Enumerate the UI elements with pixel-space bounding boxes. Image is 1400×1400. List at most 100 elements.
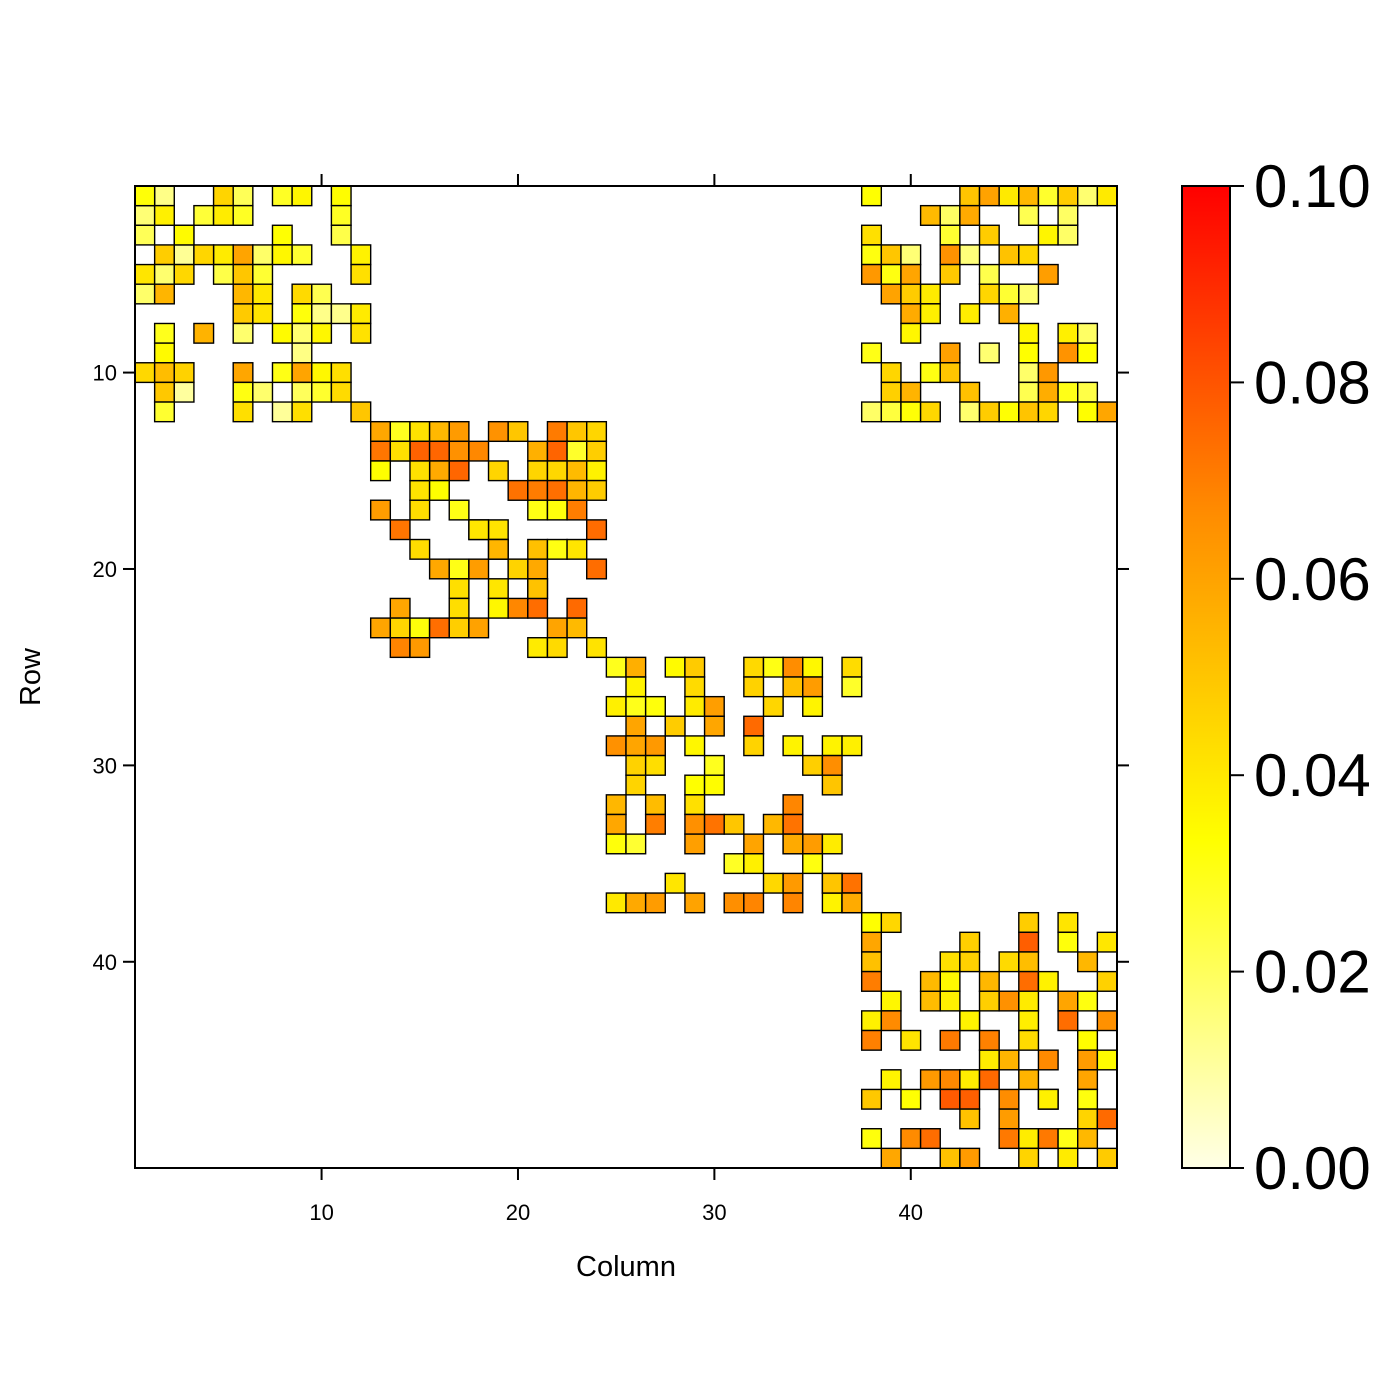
heatmap-cell <box>350 303 372 325</box>
heatmap-cell <box>193 204 215 226</box>
heatmap-cell <box>703 774 725 796</box>
heatmap-cell <box>291 362 313 384</box>
heatmap-cell <box>232 401 254 423</box>
heatmap-cell <box>566 440 588 462</box>
heatmap-cell <box>978 401 1000 423</box>
heatmap-cell <box>507 479 529 501</box>
heatmap-cell <box>1037 263 1059 285</box>
heatmap-cell <box>232 185 254 207</box>
heatmap-cell <box>409 440 431 462</box>
heatmap-cell <box>468 440 490 462</box>
heatmap-cell <box>900 381 922 403</box>
heatmap-cell <box>212 185 234 207</box>
plot-frame <box>134 185 1118 1169</box>
heatmap-cell <box>900 401 922 423</box>
heatmap-cell <box>1018 185 1040 207</box>
colorbar-tick-label: 0.06 <box>1254 546 1371 613</box>
heatmap-cell <box>782 794 804 816</box>
heatmap-cell <box>212 204 234 226</box>
heatmap-cell <box>821 754 843 776</box>
heatmap-cell <box>978 990 1000 1012</box>
heatmap-cell <box>1018 990 1040 1012</box>
heatmap-cell <box>291 381 313 403</box>
heatmap-cell <box>998 283 1020 305</box>
heatmap-cell <box>1077 342 1099 364</box>
heatmap-cell <box>1077 322 1099 344</box>
heatmap-cell <box>860 1088 883 1110</box>
heatmap-cell <box>782 656 804 678</box>
heatmap-cell <box>1077 1029 1099 1051</box>
x-tick-label: 30 <box>702 1200 726 1225</box>
heatmap-cell <box>153 185 175 207</box>
heatmap-cell <box>802 676 824 698</box>
heatmap-cell <box>468 617 490 639</box>
heatmap-cell <box>998 1108 1020 1130</box>
heatmap-cell <box>134 263 156 285</box>
heatmap-cell <box>860 1010 883 1032</box>
heatmap-cell <box>428 420 450 443</box>
heatmap-cell <box>232 283 254 305</box>
heatmap-cell <box>586 637 608 659</box>
heatmap-cell <box>625 833 647 855</box>
heatmap-cell <box>448 617 470 639</box>
heatmap-cell <box>1057 1010 1079 1032</box>
heatmap-cell <box>998 951 1020 973</box>
heatmap-cell <box>527 538 549 560</box>
heatmap-cell <box>507 558 529 580</box>
heatmap-cell <box>841 892 863 914</box>
heatmap-cell <box>409 499 431 521</box>
y-tick-label: 30 <box>93 753 117 778</box>
heatmap-cell <box>271 185 293 207</box>
heatmap-cell <box>409 617 431 639</box>
heatmap-cell <box>1037 1088 1059 1110</box>
heatmap-cell <box>487 519 509 541</box>
heatmap-cell <box>389 597 411 619</box>
heatmap-cell <box>271 224 293 246</box>
heatmap-cell <box>1037 381 1059 403</box>
heatmap-cell <box>919 303 941 325</box>
heatmap-cell <box>193 244 215 266</box>
heatmap-cell <box>232 204 254 226</box>
heatmap-cell <box>173 263 195 285</box>
heatmap-cell <box>802 656 824 678</box>
heatmap-cell <box>821 833 843 855</box>
heatmap-cell <box>1018 401 1040 423</box>
colorbar-tick-label: 0.10 <box>1254 153 1371 220</box>
heatmap-cell <box>409 420 431 443</box>
heatmap-cell <box>684 813 706 835</box>
heatmap-cell <box>350 322 372 344</box>
heatmap-cell <box>860 1128 883 1150</box>
heatmap-cell <box>782 676 804 698</box>
heatmap-cell <box>1018 342 1040 364</box>
heatmap-cell <box>1018 1010 1040 1032</box>
heatmap-cell <box>664 656 686 678</box>
heatmap-cell <box>939 951 961 973</box>
heatmap-cell <box>900 322 922 344</box>
heatmap-cell <box>644 892 666 914</box>
heatmap-cell <box>252 381 274 403</box>
heatmap-cell <box>939 1069 961 1091</box>
heatmap-cell <box>723 813 745 835</box>
heatmap-cell <box>350 244 372 266</box>
heatmap-cell <box>625 695 647 717</box>
heatmap-cell <box>644 813 666 835</box>
heatmap-cell <box>959 1108 981 1130</box>
heatmap-cell <box>978 342 1000 364</box>
y-tick-label: 20 <box>93 557 117 582</box>
heatmap-cell <box>566 617 588 639</box>
heatmap-cell <box>959 381 981 403</box>
heatmap-cell <box>586 479 608 501</box>
heatmap-cell <box>919 362 941 384</box>
heatmap-cell <box>1077 1049 1099 1071</box>
heatmap-cell <box>1096 1049 1118 1071</box>
heatmap-cell <box>998 1049 1020 1071</box>
heatmap-cell <box>527 440 549 462</box>
heatmap-cell <box>311 303 333 325</box>
heatmap-cell <box>232 303 254 325</box>
heatmap-cell <box>252 303 274 325</box>
heatmap-cell <box>762 872 784 894</box>
heatmap-cell <box>546 440 568 462</box>
heatmap-cell <box>978 970 1000 992</box>
heatmap-cell <box>762 695 784 717</box>
